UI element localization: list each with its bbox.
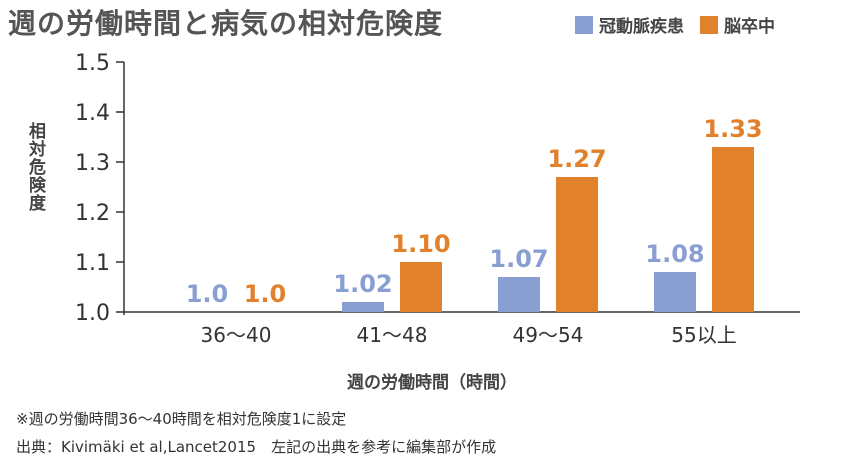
legend: 冠動脈疾患 脳卒中 [575,12,791,37]
bar-chart: 1.0 1.1 1.2 1.3 1.4 1.5 36〜40 1.0 1.0 41〜48 1.02 1.… [75,51,800,347]
y-tick-label: 1.1 [75,251,110,276]
x-tick-label: 41〜48 [357,323,428,347]
bar-coronary [342,302,384,312]
x-tick-label: 49〜54 [513,323,584,347]
chart-title: 週の労働時間と病気の相対危険度 [8,7,444,40]
y-tick-label: 1.3 [75,151,110,176]
y-tick-label: 1.2 [75,201,110,226]
legend-swatch-coronary [575,15,593,34]
source-note: 出典：Kivimäki et al,Lancet2015 左記の出典を参考に編集… [16,438,497,456]
y-tick-label: 1.0 [75,301,110,326]
legend-swatch-stroke [700,15,718,34]
footnote: ※週の労働時間36〜40時間を相対危険度1に設定 [16,410,347,428]
data-label-stroke: 1.10 [391,230,450,258]
data-label-coronary: 1.02 [333,270,392,298]
data-label-stroke: 1.0 [244,280,287,308]
data-label-coronary: 1.07 [489,245,548,273]
legend-item-coronary: 冠動脈疾患 [575,12,684,37]
legend-label-stroke: 脳卒中 [724,17,775,37]
x-tick-label: 36〜40 [201,323,272,347]
data-label-stroke: 1.33 [703,115,762,143]
x-tick-label: 55以上 [671,323,736,347]
legend-label-coronary: 冠動脈疾患 [599,17,684,37]
x-axis-label: 週の労働時間（時間） [347,373,517,393]
bar-coronary [654,272,696,312]
y-tick-label: 1.5 [75,51,110,76]
data-label-stroke: 1.27 [547,145,606,173]
bar-coronary [498,277,540,312]
bar-stroke [556,177,598,312]
bar-stroke [400,262,442,312]
y-tick-label: 1.4 [75,101,110,126]
data-label-coronary: 1.0 [186,280,229,308]
y-axis-label: 相対危険度 [25,122,45,212]
legend-item-stroke: 脳卒中 [700,12,775,37]
bar-stroke [712,147,754,312]
data-label-coronary: 1.08 [645,240,704,268]
